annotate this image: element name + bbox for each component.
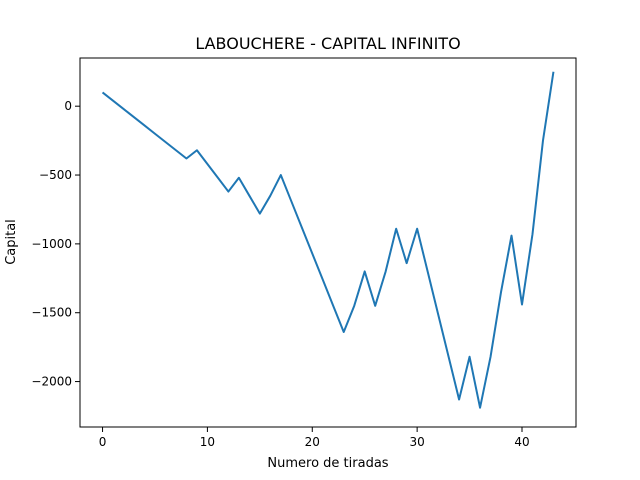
- x-axis: 0 10 20 30 40: [99, 427, 530, 449]
- chart-title: LABOUCHERE - CAPITAL INFINITO: [195, 34, 460, 53]
- x-tick-label: 30: [409, 435, 424, 449]
- y-tick-label: −2000: [31, 375, 72, 389]
- y-tick-label: −1000: [31, 237, 72, 251]
- y-tick-label: −1500: [31, 306, 72, 320]
- y-axis: 0 −500 −1000 −1500 −2000: [31, 99, 80, 389]
- x-tick-label: 40: [514, 435, 529, 449]
- y-tick-label: 0: [64, 99, 72, 113]
- y-tick-label: −500: [39, 168, 72, 182]
- x-tick-label: 0: [99, 435, 107, 449]
- y-axis-label: Capital: [4, 219, 19, 265]
- series-layer: [101, 71, 555, 409]
- x-axis-label: Numero de tiradas: [267, 456, 388, 471]
- x-tick-label: 10: [200, 435, 215, 449]
- x-tick-label: 20: [305, 435, 320, 449]
- plot-frame: [79, 57, 577, 428]
- series-line-1: [101, 71, 555, 409]
